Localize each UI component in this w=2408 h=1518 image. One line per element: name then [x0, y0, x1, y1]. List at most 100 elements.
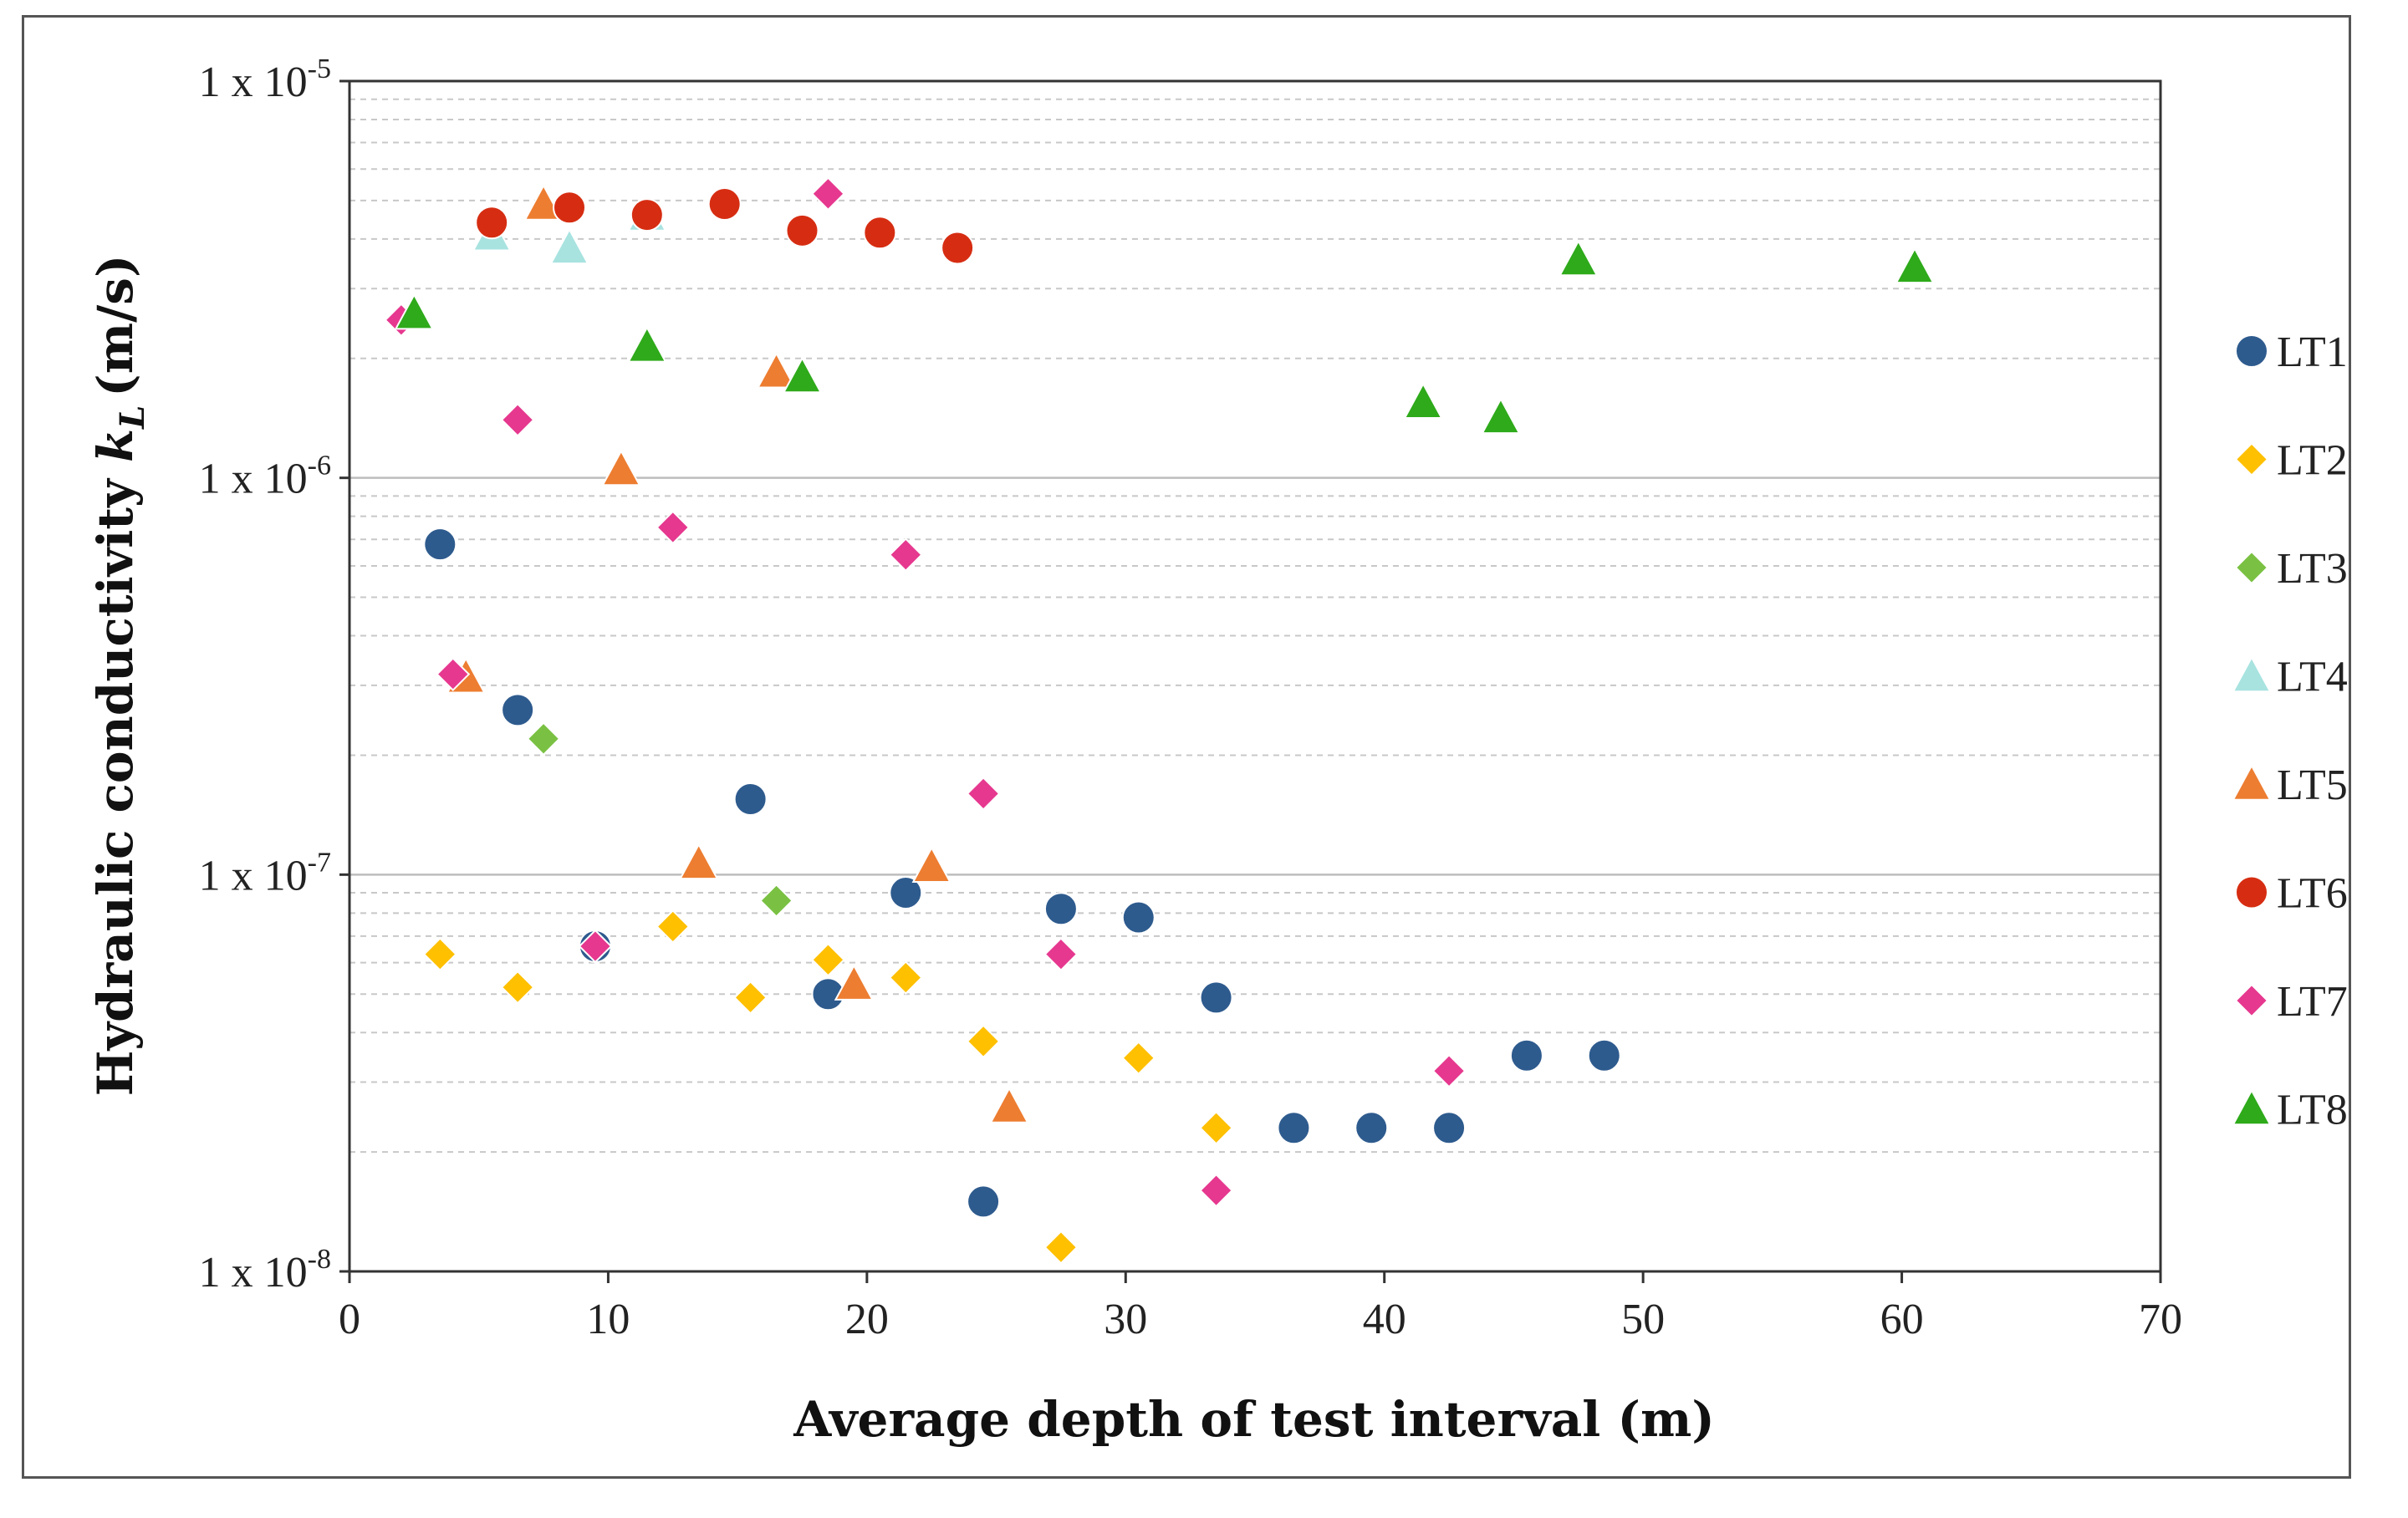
- series-lt5: [446, 183, 1029, 1123]
- x-tick-label: 30: [1104, 1296, 1147, 1343]
- legend-label-lt6: LT6: [2277, 870, 2348, 918]
- data-point-lt5: [834, 964, 875, 1001]
- legend-item-lt7: LT7: [2234, 978, 2348, 1026]
- legend: LT1 LT2 LT3 LT4 LT5 LT6 LT7 LT8: [2232, 329, 2348, 1134]
- data-point-lt1: [423, 527, 457, 562]
- data-point-lt7: [966, 777, 1001, 811]
- series-lt6: [475, 187, 975, 265]
- data-point-lt3: [759, 884, 793, 918]
- x-tick-label: 40: [1363, 1296, 1406, 1343]
- data-point-lt1: [1587, 1038, 1621, 1072]
- series-lt7: [384, 176, 1467, 1208]
- x-tick-label: 50: [1621, 1296, 1665, 1343]
- y-tick-label: 1 x 10-5: [199, 53, 331, 106]
- legend-item-lt5: LT5: [2232, 762, 2348, 809]
- series-lt2: [422, 909, 1233, 1265]
- legend-label-lt4: LT4: [2277, 654, 2348, 701]
- legend-label-lt3: LT3: [2277, 545, 2348, 593]
- points-layer: [384, 176, 1935, 1265]
- data-point-lt7: [888, 537, 923, 573]
- y-tick-label: 1 x 10-8: [199, 1244, 331, 1296]
- y-axis-title-subscript: L: [113, 405, 152, 430]
- data-point-lt8: [1481, 397, 1521, 435]
- grid-layer: [349, 98, 2161, 1154]
- data-point-lt7: [500, 402, 535, 437]
- data-point-lt1: [1277, 1111, 1311, 1145]
- y-axis-title-unit: (m/s): [87, 255, 144, 397]
- legend-label-lt2: LT2: [2277, 437, 2348, 485]
- data-point-lt7: [436, 657, 471, 691]
- legend-marker-lt8: [2232, 1088, 2272, 1126]
- data-point-lt4: [549, 227, 589, 265]
- data-point-lt8: [1559, 239, 1599, 277]
- data-point-lt7: [811, 176, 845, 211]
- data-point-lt5: [601, 449, 641, 486]
- tick-layer: 1 x 10-8 1 x 10-7 1 x 10-6 1 x 10-5 0 10 20 30 4…: [199, 53, 2182, 1343]
- data-point-lt5: [679, 843, 719, 880]
- x-tick-label: 0: [339, 1296, 360, 1343]
- legend-item-lt2: LT2: [2234, 437, 2348, 485]
- x-axis-title: Average depth of test interval (m): [793, 1391, 1715, 1448]
- series-lt8: [394, 239, 1935, 435]
- data-point-lt2: [966, 1024, 1001, 1059]
- legend-label-lt5: LT5: [2277, 762, 2348, 809]
- data-point-lt2: [422, 937, 457, 971]
- data-point-lt8: [1895, 247, 1935, 284]
- data-point-lt8: [394, 293, 435, 330]
- legend-marker-lt4: [2232, 655, 2272, 693]
- legend-item-lt8: LT8: [2232, 1087, 2348, 1134]
- data-point-lt5: [756, 351, 797, 389]
- data-point-lt5: [523, 183, 564, 221]
- x-tick-label: 10: [586, 1296, 630, 1343]
- data-point-lt1: [1509, 1038, 1543, 1072]
- data-point-lt7: [578, 929, 613, 964]
- data-point-lt1: [501, 693, 535, 727]
- legend-marker-lt7: [2234, 983, 2269, 1018]
- legend-label-lt7: LT7: [2277, 978, 2348, 1026]
- data-point-lt2: [1043, 1230, 1079, 1265]
- data-point-lt2: [811, 942, 845, 977]
- plot-area: [348, 79, 2162, 1273]
- series-lt1: [423, 527, 1621, 1219]
- legend-item-lt3: LT3: [2234, 545, 2348, 593]
- legend-item-lt4: LT4: [2232, 654, 2348, 701]
- data-point-lt1: [1199, 981, 1233, 1015]
- y-axis-title: Hydraulic conductivity kL (m/s): [87, 255, 152, 1097]
- y-axis-title-text: Hydraulic conductivity: [87, 477, 144, 1096]
- y-axis-title-symbol: k: [87, 429, 144, 462]
- data-point-lt6: [863, 216, 897, 250]
- data-point-lt6: [630, 198, 664, 232]
- data-point-lt7: [1043, 937, 1079, 971]
- chart-frame: [22, 15, 2351, 1479]
- data-point-lt1: [967, 1184, 1001, 1219]
- data-point-lt5: [911, 846, 951, 883]
- data-point-lt7: [1199, 1173, 1233, 1208]
- data-point-lt2: [888, 960, 923, 995]
- legend-marker-lt5: [2232, 763, 2272, 801]
- data-point-lt6: [941, 231, 975, 265]
- data-point-lt6: [475, 206, 509, 240]
- legend-marker-lt6: [2235, 875, 2268, 909]
- data-point-lt2: [1199, 1110, 1233, 1145]
- data-point-lt6: [785, 213, 819, 247]
- data-point-lt2: [500, 970, 535, 1005]
- data-point-lt2: [1121, 1041, 1156, 1076]
- legend-marker-lt2: [2234, 442, 2269, 476]
- data-point-lt1: [1354, 1111, 1389, 1145]
- data-point-lt8: [1403, 382, 1443, 420]
- legend-marker-lt3: [2234, 550, 2269, 585]
- legend-marker-lt1: [2235, 334, 2268, 368]
- legend-item-lt1: LT1: [2235, 329, 2348, 376]
- data-point-lt2: [733, 980, 768, 1015]
- data-point-lt1: [1432, 1111, 1467, 1145]
- data-point-lt1: [1043, 892, 1078, 926]
- y-tick-label: 1 x 10-6: [199, 451, 331, 503]
- data-point-lt7: [1431, 1053, 1467, 1088]
- data-point-lt7: [656, 510, 691, 545]
- data-point-lt1: [733, 782, 768, 816]
- data-point-lt3: [526, 721, 561, 756]
- x-tick-label: 20: [845, 1296, 889, 1343]
- data-point-lt8: [782, 356, 823, 394]
- data-point-lt6: [553, 191, 587, 225]
